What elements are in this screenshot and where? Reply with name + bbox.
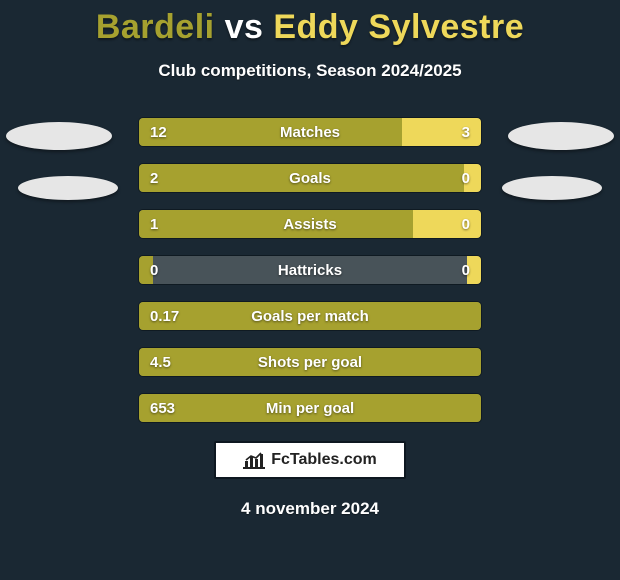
stat-bar-track: Goals per match (138, 301, 482, 331)
chart-icon (243, 451, 265, 469)
stat-row: Goals2 0 (0, 163, 620, 193)
stat-bar-track: Matches (138, 117, 482, 147)
subtitle: Club competitions, Season 2024/2025 (0, 61, 620, 81)
date-label: 4 november 2024 (0, 499, 620, 519)
stat-bar-left (139, 394, 481, 422)
stat-value-left: 0.17 (150, 301, 179, 331)
stat-bar-left (139, 118, 402, 146)
stat-bar-track: Min per goal (138, 393, 482, 423)
stat-row: Goals per match0.17 (0, 301, 620, 331)
stat-value-right: 0 (462, 255, 470, 285)
stat-value-left: 2 (150, 163, 158, 193)
stat-row: Shots per goal4.5 (0, 347, 620, 377)
stat-row: Hattricks0 0 (0, 255, 620, 285)
player2-name: Eddy Sylvestre (273, 8, 524, 46)
stat-bar-right (413, 210, 481, 238)
stat-value-left: 653 (150, 393, 175, 423)
stat-row: Assists1 0 (0, 209, 620, 239)
stat-value-right: 0 (462, 163, 470, 193)
comparison-title: Bardeli vs Eddy Sylvestre (0, 0, 620, 47)
stat-bar-track: Goals (138, 163, 482, 193)
stat-rows: Matches123Goals20Assists10Hattricks00Goa… (0, 117, 620, 423)
stat-row: Min per goal653 (0, 393, 620, 423)
player1-name: Bardeli (96, 8, 215, 46)
stat-bar-track: Hattricks (138, 255, 482, 285)
stat-value-left: 1 (150, 209, 158, 239)
vs-label: vs (225, 8, 264, 46)
stat-value-left: 4.5 (150, 347, 171, 377)
stat-bar-track: Shots per goal (138, 347, 482, 377)
stat-bar-left (139, 348, 481, 376)
stat-value-right: 0 (462, 209, 470, 239)
stat-bar-left (139, 210, 413, 238)
stat-label: Hattricks (139, 256, 481, 284)
stat-row: Matches12 3 (0, 117, 620, 147)
stat-bar-track: Assists (138, 209, 482, 239)
source-badge[interactable]: FcTables.com (214, 441, 406, 479)
stat-value-left: 12 (150, 117, 167, 147)
stat-value-left: 0 (150, 255, 158, 285)
stat-bar-left (139, 164, 464, 192)
stat-value-right: 3 (462, 117, 470, 147)
stat-bar-left (139, 302, 481, 330)
source-badge-text: FcTables.com (271, 451, 377, 469)
